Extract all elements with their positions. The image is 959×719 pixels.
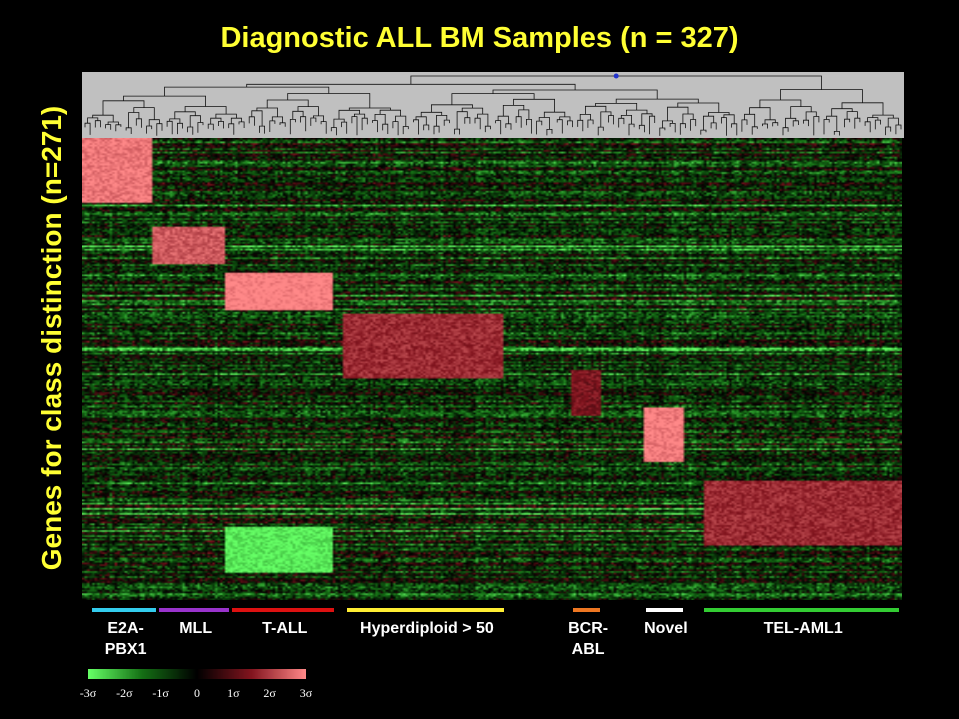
scale-tick-label: -3σ	[79, 686, 97, 700]
dendrogram-branches	[84, 75, 902, 136]
group-bar	[232, 608, 335, 612]
chart-title: Diagnostic ALL BM Samples (n = 327)	[220, 22, 739, 54]
scale-tick-label: 1σ	[227, 686, 240, 700]
group-bar	[92, 608, 157, 612]
scale-tick-label: 0	[194, 686, 200, 700]
scale-tick-label: -2σ	[116, 686, 133, 700]
expression-heatmap	[82, 138, 902, 600]
color-scale-bar	[88, 669, 306, 679]
group-bar	[646, 608, 683, 612]
sample-dendrogram	[82, 72, 904, 138]
group-bar	[704, 608, 899, 612]
group-label: BCR- ABL	[568, 620, 609, 658]
group-bar	[573, 608, 601, 612]
dendrogram-root-node	[613, 73, 619, 79]
group-label: TEL-AML1	[763, 620, 843, 637]
group-label: Hyperdiploid > 50	[360, 620, 494, 637]
group-label: Novel	[644, 620, 688, 637]
group-label: E2A- PBX1	[104, 620, 147, 658]
group-bar	[347, 608, 504, 612]
group-label: MLL	[179, 620, 213, 637]
group-label: T-ALL	[262, 620, 308, 637]
group-bar	[159, 608, 230, 612]
y-axis-label: Genes for class distinction (n=271)	[36, 105, 67, 571]
scale-tick-label: 3σ	[299, 686, 313, 700]
scale-tick-label: 2σ	[263, 686, 276, 700]
scale-tick-label: -1σ	[152, 686, 169, 700]
